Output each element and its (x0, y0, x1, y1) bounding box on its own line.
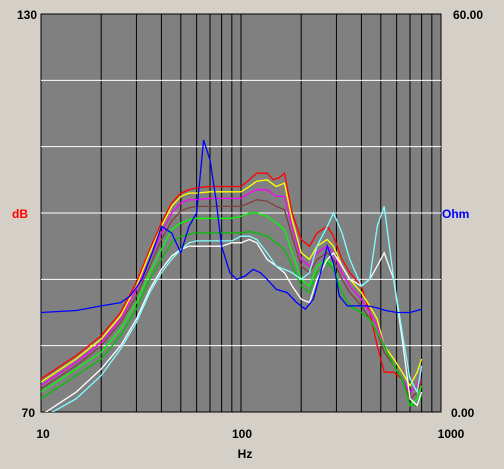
series-line-9 (41, 139, 422, 314)
y-left-bottom-tick-label: 70 (22, 406, 36, 420)
y-left-top-tick-label: 130 (17, 8, 37, 22)
y-right-bottom-tick-label: 0.00 (451, 406, 475, 420)
y-left-axis-label: dB (12, 207, 28, 221)
series-layer (41, 139, 423, 412)
y-right-top-tick-label: 60.00 (453, 8, 483, 22)
series-line-3 (41, 189, 423, 394)
x-tick-label-1000: 1000 (438, 427, 465, 441)
x-tick-label-10: 10 (36, 427, 50, 441)
series-line-6 (41, 230, 423, 407)
horizontal-grid (41, 79, 441, 347)
y-right-axis-label: Ohm (442, 207, 469, 221)
series-line-8 (51, 206, 423, 412)
series-line-1 (41, 171, 423, 400)
x-tick-label-100: 100 (232, 427, 252, 441)
x-axis-label: Hz (238, 447, 253, 461)
